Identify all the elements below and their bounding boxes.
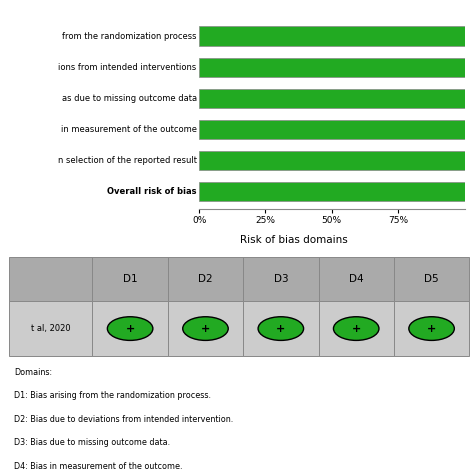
Text: n selection of the reported result: n selection of the reported result <box>58 156 197 165</box>
Circle shape <box>182 317 228 340</box>
FancyBboxPatch shape <box>243 257 319 301</box>
FancyBboxPatch shape <box>9 301 92 356</box>
FancyBboxPatch shape <box>319 301 394 356</box>
FancyBboxPatch shape <box>394 257 469 301</box>
Text: +: + <box>427 324 436 334</box>
Text: D1: D1 <box>123 274 137 284</box>
Text: +: + <box>201 324 210 334</box>
Bar <box>199 27 465 46</box>
Text: +: + <box>276 324 285 334</box>
Text: Overall risk of bias: Overall risk of bias <box>107 187 197 196</box>
Text: ions from intended interventions: ions from intended interventions <box>58 63 197 72</box>
Text: as due to missing outcome data: as due to missing outcome data <box>62 94 197 103</box>
Text: from the randomization process: from the randomization process <box>62 32 197 41</box>
Legend: Low risk: Low risk <box>396 258 460 276</box>
Bar <box>199 151 465 170</box>
Bar <box>199 57 465 77</box>
Circle shape <box>333 317 379 340</box>
Bar <box>199 119 465 139</box>
Text: in measurement of the outcome: in measurement of the outcome <box>61 125 197 134</box>
FancyBboxPatch shape <box>92 301 168 356</box>
FancyBboxPatch shape <box>92 257 168 301</box>
Text: D4: Bias in measurement of the outcome.: D4: Bias in measurement of the outcome. <box>14 462 182 471</box>
Text: t al, 2020: t al, 2020 <box>31 324 71 333</box>
Text: D3: Bias due to missing outcome data.: D3: Bias due to missing outcome data. <box>14 438 170 447</box>
FancyBboxPatch shape <box>168 257 243 301</box>
Text: D4: D4 <box>349 274 364 284</box>
Circle shape <box>409 317 454 340</box>
FancyBboxPatch shape <box>243 301 319 356</box>
Text: D2: D2 <box>198 274 213 284</box>
Text: +: + <box>126 324 135 334</box>
FancyBboxPatch shape <box>319 257 394 301</box>
Text: Risk of bias domains: Risk of bias domains <box>240 235 348 245</box>
Bar <box>199 182 465 201</box>
FancyBboxPatch shape <box>168 301 243 356</box>
Text: D5: D5 <box>424 274 439 284</box>
Text: D3: D3 <box>273 274 288 284</box>
Circle shape <box>107 317 153 340</box>
Text: D2: Bias due to deviations from intended intervention.: D2: Bias due to deviations from intended… <box>14 415 234 424</box>
Text: D1: Bias arising from the randomization process.: D1: Bias arising from the randomization … <box>14 392 211 401</box>
FancyBboxPatch shape <box>9 257 92 301</box>
FancyBboxPatch shape <box>394 301 469 356</box>
Text: Domains:: Domains: <box>14 368 52 377</box>
Bar <box>199 89 465 108</box>
Text: +: + <box>352 324 361 334</box>
Circle shape <box>258 317 304 340</box>
